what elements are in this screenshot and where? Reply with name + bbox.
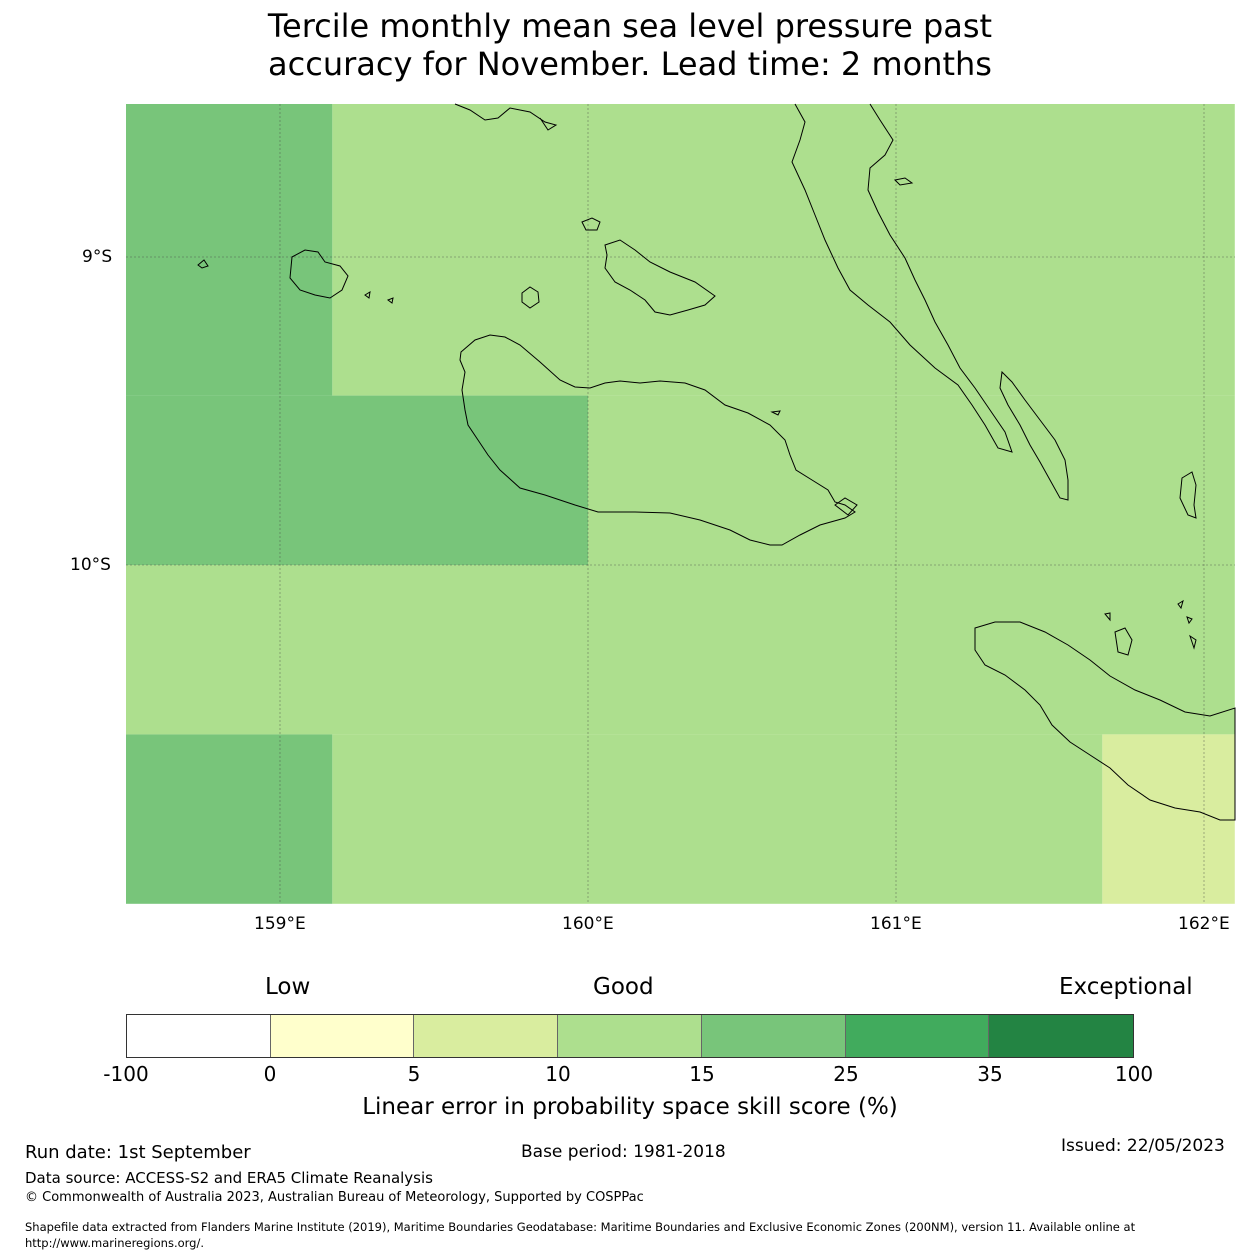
guadalcanal-coastline xyxy=(459,334,856,546)
colorbar-segment xyxy=(270,1015,415,1057)
skill-grid-cell xyxy=(126,734,333,904)
lon-label-159e: 159°E xyxy=(254,914,306,934)
skill-grid-cell xyxy=(332,104,1235,396)
colorbar-label: Linear error in probability space skill … xyxy=(362,1094,898,1120)
marau-islet-coastline xyxy=(834,497,858,516)
colorbar-tick: 5 xyxy=(407,1062,421,1086)
colorbar xyxy=(126,1014,1134,1058)
category-low: Low xyxy=(265,974,311,1000)
issued-date: Issued: 22/05/2023 xyxy=(1061,1136,1225,1156)
lon-label-160e: 160°E xyxy=(562,914,614,934)
colorbar-tick: 100 xyxy=(1114,1062,1154,1086)
makira-coastline xyxy=(974,621,1236,821)
small-islet-4-coastline xyxy=(1189,634,1197,650)
small-islet-8-coastline xyxy=(893,177,914,186)
small-islet-2-coastline xyxy=(1177,599,1184,610)
colorbar-segment xyxy=(558,1015,702,1057)
copyright: © Commonwealth of Australia 2023, Austra… xyxy=(25,1190,644,1205)
graticule xyxy=(126,104,1235,904)
small-islet-3-coastline xyxy=(1186,616,1193,625)
colorbar-tick: 15 xyxy=(689,1062,715,1086)
small-islet-6-coastline xyxy=(386,297,394,304)
northern-islets-coastline xyxy=(454,103,558,131)
skill-grid-cell xyxy=(126,104,333,396)
category-good: Good xyxy=(593,974,654,1000)
colorbar-tick: 25 xyxy=(833,1062,859,1086)
lat-label-9s: 9°S xyxy=(82,247,113,267)
lon-label-162e: 162°E xyxy=(1178,914,1230,934)
skill-grid-cell xyxy=(588,395,1235,565)
colorbar-segment xyxy=(989,1015,1133,1057)
santa-isabel-coastline xyxy=(791,103,1013,453)
small-islet-coastline xyxy=(1104,612,1111,622)
skill-grid-cell xyxy=(126,395,588,565)
colorbar-tick: 0 xyxy=(263,1062,277,1086)
base-period: Base period: 1981-2018 xyxy=(521,1142,726,1162)
tulagi-coastline xyxy=(581,217,601,231)
ngella-islands-coastline xyxy=(604,239,716,316)
shapefile-credit: Shapefile data extracted from Flanders M… xyxy=(25,1220,1136,1234)
colorbar-segment xyxy=(127,1015,271,1057)
sikaiana-coastline xyxy=(1179,471,1197,519)
russell-islands-coastline xyxy=(289,249,349,299)
map-title-line-1: Tercile monthly mean sea level pressure … xyxy=(267,7,993,45)
savo-island-coastline xyxy=(521,286,540,309)
category-exceptional: Exceptional xyxy=(1059,974,1193,1000)
skill-map xyxy=(126,103,1236,904)
western-islet-coastline xyxy=(197,259,209,269)
malaita-coastline xyxy=(999,370,1069,501)
shapefile-url: http://www.marineregions.org/. xyxy=(25,1236,204,1250)
data-source: Data source: ACCESS-S2 and ERA5 Climate … xyxy=(25,1169,433,1187)
skill-grid-cell xyxy=(1102,734,1235,904)
lat-label-10s: 10°S xyxy=(70,555,111,575)
ulawa-coastline xyxy=(1114,627,1133,656)
map-title-line-2: accuracy for November. Lead time: 2 mont… xyxy=(268,45,992,83)
colorbar-segment xyxy=(414,1015,559,1057)
skill-grid-cell xyxy=(126,565,1235,735)
colorbar-tick: 35 xyxy=(977,1062,1003,1086)
small-islet-7-coastline xyxy=(364,291,371,299)
colorbar-tick: 10 xyxy=(545,1062,571,1086)
small-islet-5-coastline xyxy=(770,410,781,416)
coastlines xyxy=(197,103,1236,821)
colorbar-segment xyxy=(701,1015,846,1057)
skill-grid-cells xyxy=(126,104,1235,904)
lon-label-161e: 161°E xyxy=(870,914,922,934)
run-date: Run date: 1st September xyxy=(25,1142,251,1163)
colorbar-segment xyxy=(845,1015,990,1057)
skill-grid-cell xyxy=(332,734,1103,904)
colorbar-tick: -100 xyxy=(103,1062,149,1086)
